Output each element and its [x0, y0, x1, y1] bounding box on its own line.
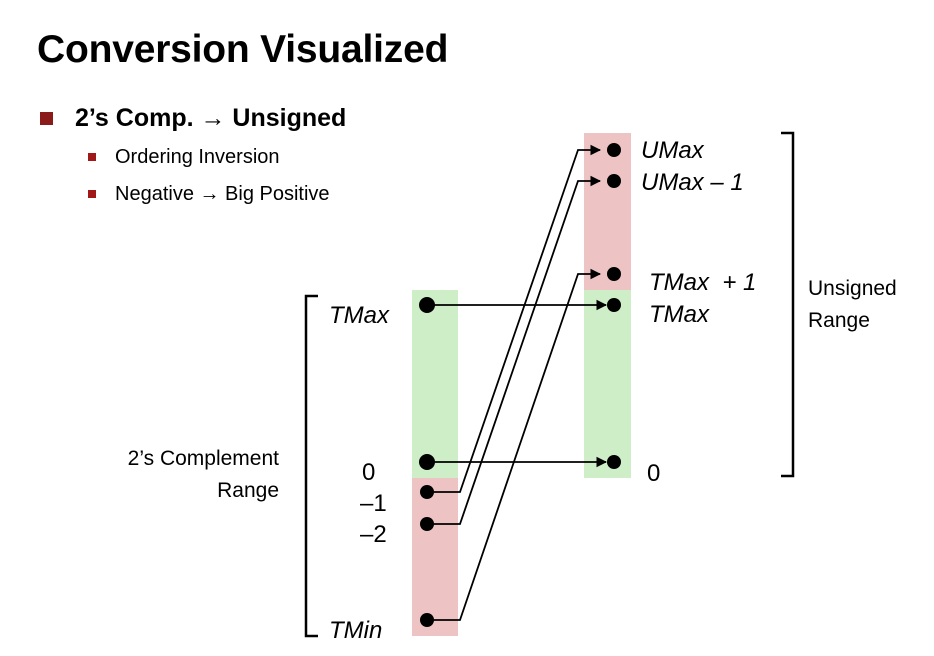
label-left-neg2: –2 — [360, 521, 387, 548]
right-dot-zero — [607, 455, 621, 469]
arrow-neg1-to-umax — [427, 144, 602, 493]
left-dot-neg2 — [420, 517, 434, 531]
slide-title: Conversion Visualized — [37, 28, 449, 71]
sub-bullet: Negative → Big Positive — [88, 183, 330, 206]
unsigned-range-bracket — [781, 131, 795, 478]
twos-complement-range-bracket — [304, 294, 318, 638]
label-tmax-plus1: TMax + 1 — [649, 269, 756, 296]
label-left-zero: 0 — [362, 459, 375, 486]
twos-complement-range-label-line2: Range — [217, 479, 279, 502]
main-bullet: 2’s Comp. → Unsigned — [40, 104, 346, 133]
right-dot-umax-minus1 — [607, 174, 621, 188]
right-dot-tmax — [607, 298, 621, 312]
sub-bullet-text: Ordering Inversion — [115, 146, 280, 168]
left-dot-neg1 — [420, 485, 434, 499]
sub-bullet: Ordering Inversion — [88, 146, 280, 169]
label-umax: UMax — [641, 137, 705, 164]
right-dot-umax — [607, 143, 621, 157]
unsigned-range-label-line2: Range — [808, 309, 870, 332]
label-umax-minus1: UMax – 1 — [641, 169, 744, 196]
right-positive-band — [584, 290, 631, 478]
bullet-square-icon — [40, 112, 53, 125]
bullet-square-icon — [88, 189, 96, 198]
main-bullet-text: 2’s Comp. → Unsigned — [75, 104, 347, 132]
bullet-square-icon — [88, 152, 96, 161]
left-negative-band — [412, 478, 458, 636]
unsigned-range-label-line1: Unsigned — [808, 277, 897, 300]
right-negative-band — [584, 133, 631, 290]
left-dot-zero — [419, 454, 435, 470]
twos-complement-range-label-line1: 2’s Complement — [128, 447, 280, 470]
label-left-tmin: TMin — [329, 617, 382, 644]
label-right-tmax: TMax — [649, 301, 710, 328]
arrow-neg2-to-umax-minus1 — [427, 175, 602, 525]
sub-bullet-text: Negative → Big Positive — [115, 183, 330, 205]
right-dot-tmax-plus1 — [607, 267, 621, 281]
label-left-neg1: –1 — [360, 490, 387, 517]
arrow-tmin-to-tmax-plus1 — [427, 268, 602, 621]
label-right-zero: 0 — [647, 460, 660, 487]
left-positive-band — [412, 290, 458, 478]
label-left-tmax: TMax — [329, 302, 390, 329]
left-dot-tmax — [419, 297, 435, 313]
left-dot-tmin — [420, 613, 434, 627]
